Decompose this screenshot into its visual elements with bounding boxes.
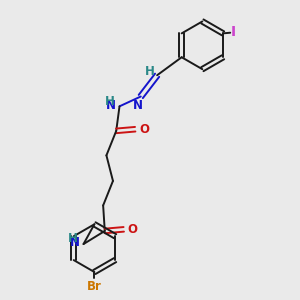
- Text: I: I: [231, 25, 236, 39]
- Text: N: N: [133, 99, 143, 112]
- Text: N: N: [106, 98, 116, 112]
- Text: O: O: [139, 123, 149, 136]
- Text: H: H: [68, 232, 78, 245]
- Text: Br: Br: [87, 280, 102, 293]
- Text: H: H: [145, 65, 155, 78]
- Text: N: N: [70, 236, 80, 249]
- Text: O: O: [128, 223, 138, 236]
- Text: H: H: [105, 94, 115, 108]
